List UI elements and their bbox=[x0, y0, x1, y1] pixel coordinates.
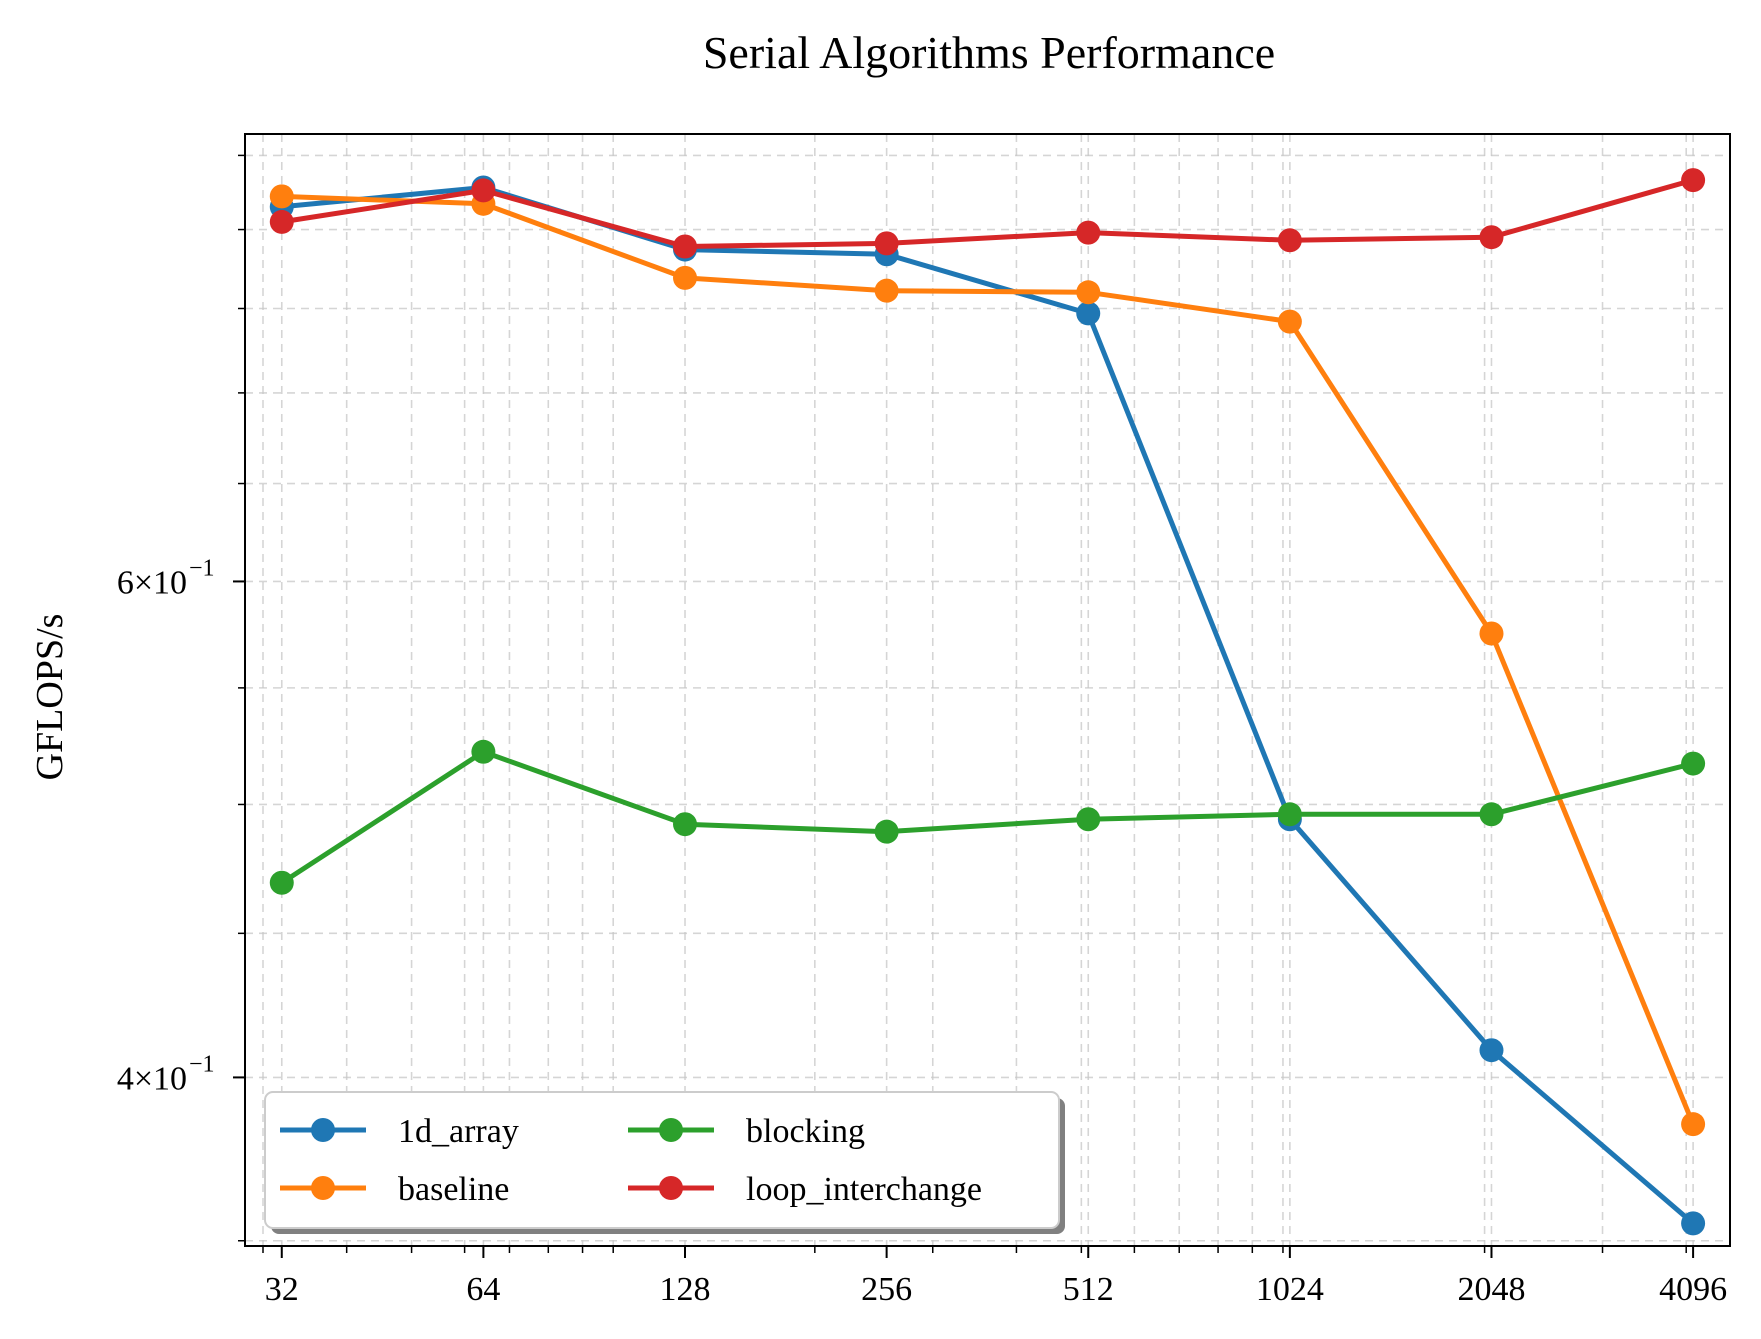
data-point-baseline bbox=[1076, 280, 1101, 305]
legend: 1d_array baseline blocking loop_interchange bbox=[264, 1091, 1065, 1234]
legend-item-1d-array: 1d_array bbox=[280, 1113, 519, 1150]
x-tick-label: 256 bbox=[861, 1271, 912, 1308]
series-loop-interchange bbox=[269, 168, 1706, 259]
legend-item-blocking: blocking bbox=[628, 1113, 865, 1150]
data-point-baseline bbox=[1479, 621, 1504, 646]
data-point-blocking bbox=[471, 739, 496, 764]
legend-item-loop-interchange: loop_interchange bbox=[628, 1171, 982, 1208]
plot-frame bbox=[244, 133, 1731, 1247]
data-point-1d-array bbox=[1479, 1038, 1504, 1063]
data-point-baseline bbox=[1681, 1112, 1706, 1137]
series-line-loop-interchange bbox=[281, 177, 1694, 249]
x-tick-label: 128 bbox=[660, 1271, 711, 1308]
legend-box bbox=[264, 1091, 1060, 1229]
legend-label-1d-array: 1d_array bbox=[398, 1113, 519, 1150]
x-tick-label: 1024 bbox=[1256, 1271, 1324, 1308]
data-point-1d-array bbox=[1076, 301, 1101, 326]
series-line-blocking bbox=[280, 749, 1694, 885]
data-point-baseline bbox=[673, 265, 698, 290]
chart-title: Serial Algorithms Performance bbox=[703, 27, 1275, 78]
x-tick-label: 32 bbox=[265, 1271, 299, 1308]
data-point-loop-interchange bbox=[471, 178, 496, 203]
y-tick-exponent: −1 bbox=[189, 555, 215, 581]
series-line-baseline bbox=[281, 193, 1696, 1126]
data-point-baseline bbox=[874, 278, 899, 303]
legend-label-baseline: baseline bbox=[398, 1171, 509, 1208]
legend-label-blocking: blocking bbox=[746, 1113, 865, 1150]
data-point-loop-interchange bbox=[673, 234, 698, 259]
legend-marker-baseline bbox=[311, 1176, 335, 1200]
data-point-blocking bbox=[874, 819, 899, 844]
series-layer bbox=[269, 168, 1706, 1236]
y-tick-label: 6×10 bbox=[117, 564, 187, 601]
data-point-blocking bbox=[1479, 802, 1504, 827]
x-tick-label: 2048 bbox=[1457, 1271, 1525, 1308]
data-point-baseline bbox=[1277, 309, 1302, 334]
x-tick-label: 4096 bbox=[1659, 1271, 1727, 1308]
data-point-blocking bbox=[269, 870, 294, 895]
x-tick-label: 512 bbox=[1063, 1271, 1114, 1308]
data-point-loop-interchange bbox=[874, 231, 899, 256]
data-point-loop-interchange bbox=[1479, 225, 1504, 250]
legend-item-baseline: baseline bbox=[280, 1171, 509, 1208]
legend-label-loop-interchange: loop_interchange bbox=[746, 1171, 982, 1208]
x-tick-label: 64 bbox=[466, 1271, 500, 1308]
y-tick-label: 4×10 bbox=[117, 1060, 187, 1097]
legend-marker-loop-interchange bbox=[659, 1176, 683, 1200]
legend-marker-1d-array bbox=[311, 1118, 335, 1142]
data-point-baseline bbox=[269, 184, 294, 209]
data-point-loop-interchange bbox=[1277, 228, 1302, 253]
y-axis-label: GFLOPS/s bbox=[29, 614, 71, 781]
data-point-loop-interchange bbox=[1681, 168, 1706, 193]
data-point-blocking bbox=[1277, 802, 1302, 827]
data-point-loop-interchange bbox=[269, 209, 294, 234]
data-point-loop-interchange bbox=[1076, 220, 1101, 245]
series-blocking bbox=[269, 739, 1706, 895]
y-tick-exponent: −1 bbox=[189, 1051, 215, 1077]
data-point-blocking bbox=[1681, 751, 1706, 776]
legend-marker-blocking bbox=[659, 1118, 683, 1142]
data-point-1d-array bbox=[1681, 1211, 1706, 1236]
data-point-blocking bbox=[1076, 807, 1101, 832]
data-point-blocking bbox=[673, 812, 698, 837]
series-baseline bbox=[269, 184, 1706, 1137]
